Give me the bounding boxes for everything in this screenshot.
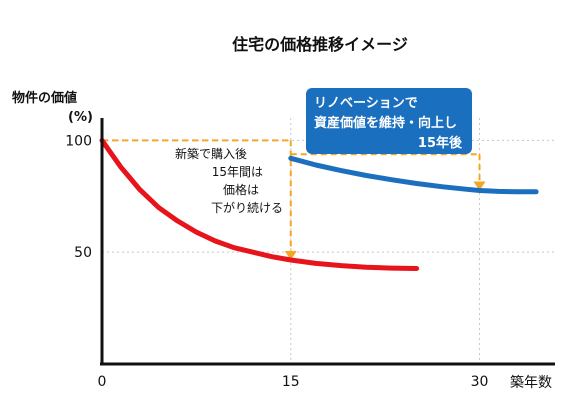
red-note-line-3: 価格は: [223, 182, 259, 197]
series-lines: [99, 137, 539, 271]
red-note-line-2: 15年間は: [212, 165, 263, 179]
callout-line-3: 15年後: [418, 135, 463, 151]
y-tick-label-1: 50: [74, 245, 92, 261]
series-line-1: [288, 155, 539, 195]
gridlines: [102, 118, 555, 364]
x-tick-label-2: 30: [471, 374, 489, 390]
x-axis-label: 築年数: [510, 375, 552, 391]
x-tick-label-1: 15: [282, 374, 300, 390]
guide-30-arrow: [473, 181, 486, 191]
guide-lines: [102, 139, 486, 261]
tick-labels: 0 15 30 100 50: [65, 133, 488, 390]
red-note-line-4: 下がり続ける: [211, 200, 283, 215]
y-axis-unit: (%): [68, 110, 93, 125]
callout: リノベーションで 資産価値を維持・向上し 15年後: [306, 88, 472, 154]
red-note-line-1: 新築で購入後: [175, 146, 247, 161]
series-line-0: [99, 137, 420, 271]
guide-15-arrow: [284, 251, 297, 261]
chart-title: 住宅の価格推移イメージ: [232, 35, 408, 54]
y-tick-label-0: 100: [65, 133, 92, 149]
callout-line-1: リノベーションで: [314, 96, 418, 111]
x-tick-label-0: 0: [98, 374, 107, 390]
y-axis-label: 物件の価値: [12, 90, 77, 106]
callout-line-2: 資産価値を維持・向上し: [314, 115, 457, 131]
callout-box: [306, 88, 472, 154]
